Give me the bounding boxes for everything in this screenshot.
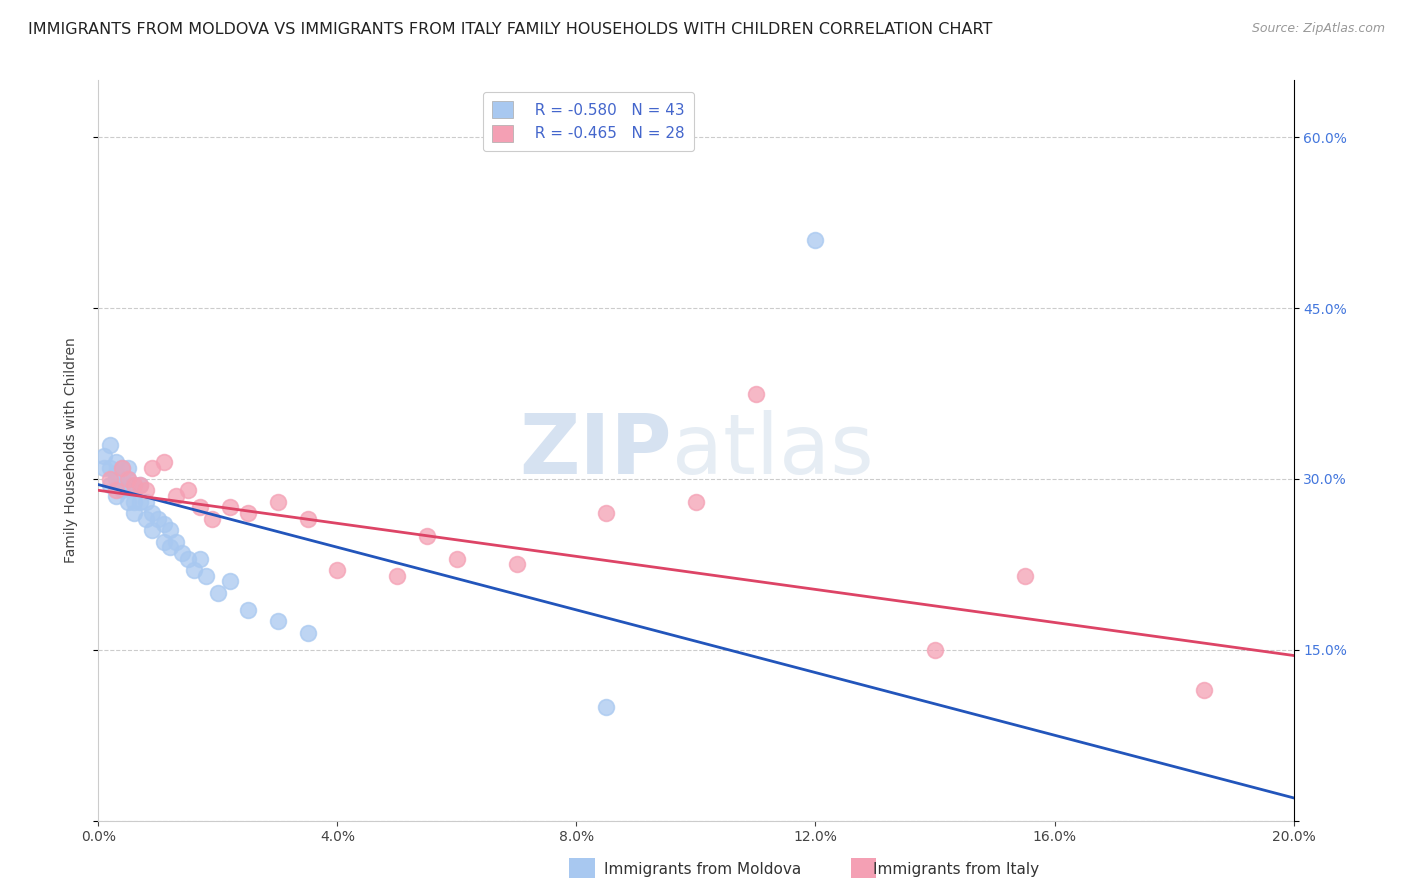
Point bbox=[141, 460, 163, 475]
Point bbox=[105, 489, 128, 503]
Text: atlas: atlas bbox=[672, 410, 873, 491]
Point bbox=[183, 563, 205, 577]
Point bbox=[177, 551, 200, 566]
Point bbox=[595, 699, 617, 714]
Point bbox=[117, 477, 139, 491]
Point bbox=[129, 477, 152, 491]
Point bbox=[124, 477, 146, 491]
Point bbox=[98, 438, 122, 452]
Point bbox=[124, 494, 146, 508]
Point bbox=[117, 472, 139, 486]
Point bbox=[111, 460, 134, 475]
Point bbox=[153, 455, 176, 469]
Point bbox=[129, 477, 152, 491]
Text: Immigrants from Moldova: Immigrants from Moldova bbox=[605, 863, 801, 877]
Point bbox=[159, 523, 181, 537]
Point bbox=[98, 472, 122, 486]
Point bbox=[804, 233, 827, 247]
Point bbox=[117, 460, 139, 475]
Point bbox=[207, 586, 229, 600]
Point bbox=[111, 460, 134, 475]
Point bbox=[385, 568, 409, 582]
Point bbox=[111, 483, 134, 498]
Point bbox=[195, 568, 218, 582]
Point bbox=[1192, 682, 1215, 697]
Point bbox=[1014, 568, 1036, 582]
Point bbox=[685, 494, 707, 508]
Point bbox=[177, 483, 200, 498]
Point bbox=[93, 460, 115, 475]
Point bbox=[236, 603, 259, 617]
Point bbox=[111, 477, 134, 491]
Point bbox=[165, 534, 187, 549]
Point bbox=[924, 642, 946, 657]
Text: Source: ZipAtlas.com: Source: ZipAtlas.com bbox=[1251, 22, 1385, 36]
Point bbox=[105, 455, 128, 469]
Point bbox=[135, 494, 157, 508]
Point bbox=[267, 615, 290, 629]
Point bbox=[148, 512, 170, 526]
Legend:   R = -0.580   N = 43,   R = -0.465   N = 28: R = -0.580 N = 43, R = -0.465 N = 28 bbox=[482, 92, 695, 152]
Text: Immigrants from Italy: Immigrants from Italy bbox=[873, 863, 1039, 877]
Point bbox=[124, 477, 146, 491]
Point bbox=[506, 558, 529, 572]
Point bbox=[416, 529, 439, 543]
Point bbox=[219, 500, 242, 515]
Point bbox=[745, 386, 768, 401]
Point bbox=[297, 625, 319, 640]
Point bbox=[117, 472, 139, 486]
Text: IMMIGRANTS FROM MOLDOVA VS IMMIGRANTS FROM ITALY FAMILY HOUSEHOLDS WITH CHILDREN: IMMIGRANTS FROM MOLDOVA VS IMMIGRANTS FR… bbox=[28, 22, 993, 37]
Point bbox=[201, 512, 224, 526]
Point bbox=[117, 494, 139, 508]
Point bbox=[129, 494, 152, 508]
Point bbox=[188, 500, 211, 515]
Point bbox=[297, 512, 319, 526]
Point bbox=[446, 551, 468, 566]
Y-axis label: Family Households with Children: Family Households with Children bbox=[63, 337, 77, 564]
Point bbox=[135, 512, 157, 526]
Point bbox=[105, 467, 128, 481]
Point bbox=[153, 534, 176, 549]
Point bbox=[595, 506, 617, 520]
Point bbox=[105, 483, 128, 498]
Point bbox=[165, 489, 187, 503]
Point bbox=[93, 449, 115, 463]
Point bbox=[98, 460, 122, 475]
Point bbox=[236, 506, 259, 520]
Point bbox=[172, 546, 194, 560]
Point bbox=[188, 551, 211, 566]
Point bbox=[141, 506, 163, 520]
Point bbox=[135, 483, 157, 498]
Point bbox=[105, 472, 128, 486]
Point bbox=[159, 541, 181, 555]
Point bbox=[267, 494, 290, 508]
Point bbox=[98, 477, 122, 491]
Point bbox=[124, 506, 146, 520]
Text: ZIP: ZIP bbox=[520, 410, 672, 491]
Point bbox=[141, 523, 163, 537]
Point bbox=[219, 574, 242, 589]
Point bbox=[153, 517, 176, 532]
Point bbox=[326, 563, 349, 577]
